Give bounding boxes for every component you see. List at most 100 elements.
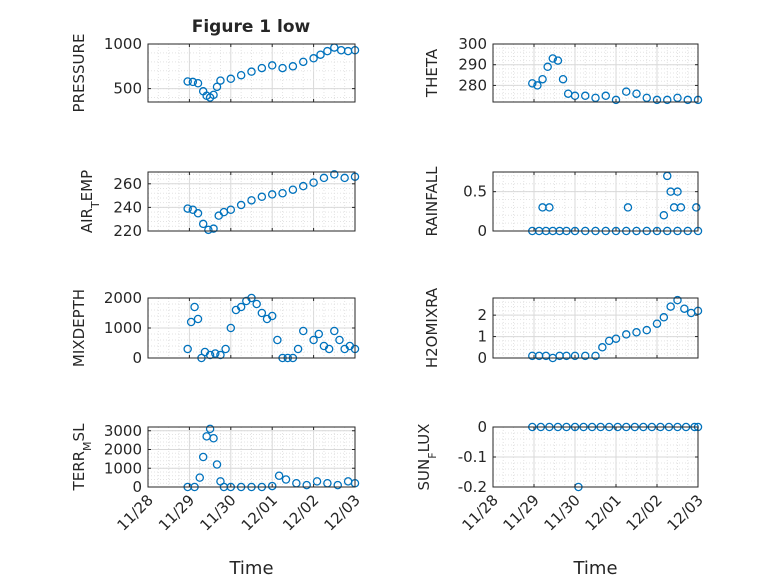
- x-axis-label: Time: [228, 558, 273, 579]
- data-point: [562, 351, 571, 361]
- data-point: [293, 344, 303, 354]
- data-point: [673, 93, 682, 103]
- data-point: [591, 93, 600, 103]
- data-point: [193, 79, 203, 88]
- data-point: [278, 188, 287, 198]
- data-point: [288, 62, 298, 71]
- data-point: [591, 351, 600, 361]
- axes-box: [147, 43, 356, 103]
- data-point: [183, 204, 192, 213]
- data-point: [209, 224, 218, 233]
- figure-title: Figure 1 low: [192, 17, 311, 37]
- y-tick-label: 240: [113, 198, 142, 216]
- data-point: [267, 481, 277, 491]
- data-point: [190, 302, 199, 312]
- data-point: [581, 351, 590, 361]
- data-point: [309, 178, 318, 187]
- data-point: [274, 471, 284, 480]
- data-point: [288, 185, 298, 194]
- data-point: [195, 473, 204, 482]
- data-point: [226, 205, 236, 215]
- y-axis-label: RAINFALL: [423, 166, 441, 237]
- panel-2: 220 240 260 AIRTEMP: [78, 170, 360, 240]
- data-point: [558, 74, 568, 84]
- data-point: [330, 170, 339, 179]
- data-point: [205, 424, 215, 434]
- y-tick-label: 0: [477, 418, 487, 436]
- data-point: [298, 326, 308, 336]
- data-point: [533, 81, 542, 90]
- data-point: [335, 335, 344, 345]
- axes-box: [147, 426, 356, 488]
- data-point: [267, 311, 277, 321]
- data-point: [216, 350, 225, 360]
- y-tick-label: 1000: [104, 35, 142, 53]
- data-point: [548, 54, 558, 63]
- y-axis-label: H2OMIXRA: [423, 287, 441, 368]
- panel-0: 500 1000 PRESSURE: [70, 34, 360, 113]
- data-point: [193, 209, 203, 218]
- y-axis-label: THETA: [423, 48, 441, 98]
- data-point: [545, 203, 554, 212]
- data-point: [553, 56, 563, 65]
- y-tick-label: 1000: [104, 319, 142, 337]
- data-point: [278, 63, 287, 73]
- data-point: [570, 351, 580, 361]
- data-point: [652, 95, 662, 105]
- data-point: [247, 196, 256, 205]
- data-point: [622, 87, 631, 96]
- y-axis-label: PRESSURE: [70, 34, 88, 113]
- data-point: [281, 475, 291, 484]
- y-tick-label: 260: [113, 175, 142, 193]
- data-point: [538, 74, 547, 84]
- data-point: [528, 79, 537, 88]
- data-point: [312, 477, 322, 486]
- data-point: [309, 54, 318, 63]
- data-point: [666, 302, 675, 311]
- data-point: [247, 67, 256, 76]
- x-axis-label: Time: [572, 558, 617, 579]
- data-point: [212, 460, 222, 469]
- axes-box: [492, 297, 699, 359]
- data-point: [211, 349, 220, 358]
- data-point: [302, 480, 311, 490]
- data-point: [340, 173, 349, 183]
- data-point: [673, 295, 682, 305]
- data-point: [581, 91, 590, 101]
- data-point: [193, 314, 203, 324]
- y-tick-label: 1: [477, 328, 487, 346]
- data-point: [659, 313, 669, 322]
- data-point: [319, 173, 329, 183]
- data-point: [673, 187, 682, 196]
- axes-box: [492, 43, 699, 103]
- data-point: [257, 192, 267, 202]
- y-tick-label: -0.2: [458, 478, 487, 496]
- panel-1: 280 290 300 THETA: [423, 35, 703, 105]
- data-point: [324, 344, 334, 354]
- data-point: [204, 225, 213, 235]
- data-point: [330, 326, 339, 336]
- data-point: [642, 325, 652, 335]
- data-point: [236, 302, 246, 312]
- y-tick-label: 300: [458, 35, 487, 53]
- data-point: [623, 203, 633, 212]
- y-tick-label: -0.1: [458, 448, 487, 466]
- panel-4: 0 1000 2000 MIXDEPTH: [70, 289, 360, 367]
- data-point: [267, 61, 277, 70]
- data-point: [652, 319, 662, 328]
- panel-3: 0 0.5 RAINFALL: [423, 166, 703, 240]
- data-point: [611, 95, 621, 105]
- data-point: [323, 46, 332, 56]
- data-point: [257, 63, 267, 73]
- data-point: [183, 344, 192, 354]
- data-point: [209, 90, 218, 100]
- y-tick-label: 2000: [104, 289, 142, 307]
- y-tick-label: 1000: [104, 459, 142, 477]
- data-point: [252, 299, 261, 309]
- data-point: [598, 343, 607, 352]
- data-point: [212, 82, 222, 92]
- y-tick-label: 0: [477, 222, 487, 240]
- axes-box: [492, 171, 699, 232]
